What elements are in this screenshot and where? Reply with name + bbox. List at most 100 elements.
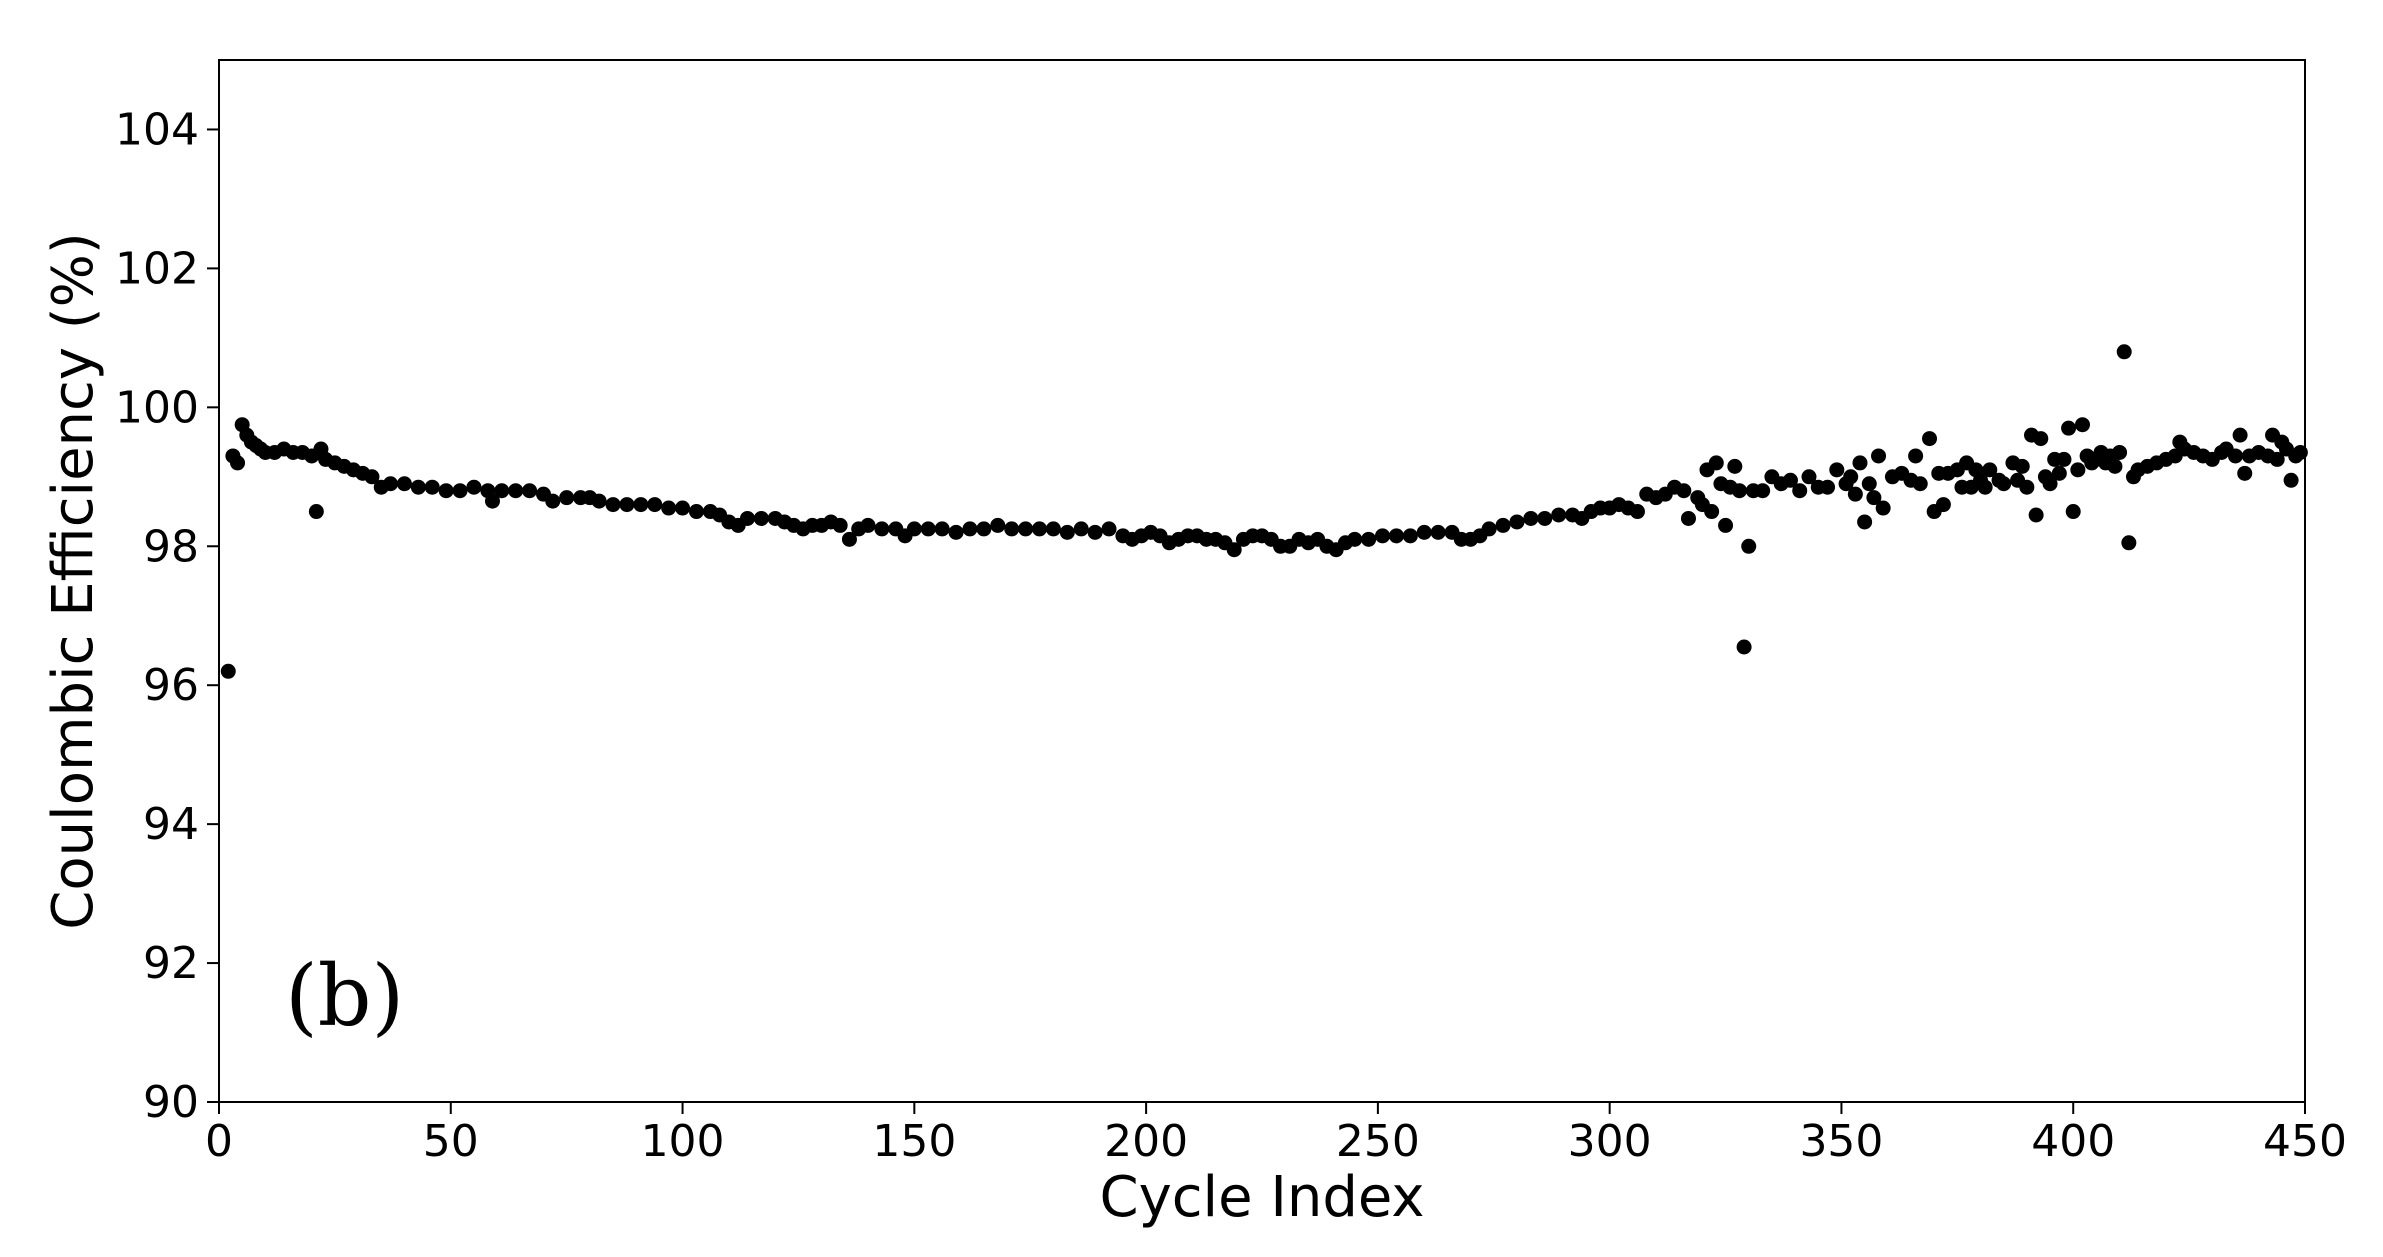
data-point [1996, 476, 2012, 492]
data-point [1430, 524, 1446, 540]
data-point [2061, 420, 2077, 436]
data-point [1741, 538, 1757, 554]
data-point [1101, 521, 1117, 537]
data-point [1018, 521, 1034, 537]
data-point [1629, 504, 1645, 520]
data-point [1031, 521, 1047, 537]
data-point [1375, 528, 1391, 544]
data-point [1059, 524, 1075, 540]
data-point [2237, 465, 2253, 481]
data-point [1551, 507, 1567, 523]
data-point [2232, 427, 2248, 443]
data-point [2042, 476, 2058, 492]
data-point [1857, 514, 1873, 530]
data-point [1977, 479, 1993, 495]
data-point [1912, 476, 1928, 492]
data-point [1843, 469, 1859, 485]
y-tick-label: 92 [143, 938, 199, 989]
data-point [2033, 431, 2049, 447]
data-point [1402, 528, 1418, 544]
data-point [364, 469, 380, 485]
data-point [1708, 455, 1724, 471]
data-point [1922, 431, 1938, 447]
data-point [410, 479, 426, 495]
y-tick-label: 100 [115, 382, 199, 433]
data-point [494, 483, 510, 499]
data-point [1226, 542, 1242, 558]
data-point [860, 517, 876, 533]
data-point [1935, 497, 1951, 513]
x-tick-label: 250 [1336, 1116, 1420, 1167]
y-axis-title: Coulombic Efficiency (%) [41, 232, 106, 929]
data-point [1871, 448, 1887, 464]
data-point [220, 663, 236, 679]
data-point [2070, 462, 2086, 478]
y-tick-label: 96 [143, 660, 199, 711]
data-point [934, 521, 950, 537]
data-point [545, 493, 561, 509]
data-point [2112, 444, 2128, 460]
data-point [1073, 521, 1089, 537]
data-point [1852, 455, 1868, 471]
data-point [1982, 462, 1998, 478]
data-point [1731, 483, 1747, 499]
data-point [2028, 507, 2044, 523]
data-point [1481, 521, 1497, 537]
data-point [230, 455, 246, 471]
data-point [308, 504, 324, 520]
x-tick-label: 50 [423, 1116, 479, 1167]
x-tick-label: 150 [872, 1116, 956, 1167]
data-point [1680, 510, 1696, 526]
data-point [1388, 528, 1404, 544]
data-point [1495, 517, 1511, 533]
data-point [1755, 483, 1771, 499]
x-tick-label: 350 [1799, 1116, 1883, 1167]
data-point [2269, 451, 2285, 467]
data-point [2074, 417, 2090, 433]
y-tick-label: 94 [143, 799, 199, 850]
data-point [1523, 510, 1539, 526]
plot-area-frame [218, 59, 2306, 1103]
data-point [1004, 521, 1020, 537]
data-point [688, 504, 704, 520]
data-point [2014, 458, 2030, 474]
data-point [1829, 462, 1845, 478]
data-point [2283, 472, 2299, 488]
data-point [647, 497, 663, 513]
data-point [990, 517, 1006, 533]
x-tick-label: 0 [205, 1116, 233, 1167]
y-axis: 90 92 94 96 98 100 102 104 [115, 104, 219, 1128]
y-tick-label: 90 [143, 1077, 199, 1128]
data-point [619, 497, 635, 513]
data-point [1416, 524, 1432, 540]
data-point [1908, 448, 1924, 464]
data-point [424, 479, 440, 495]
data-point [2056, 451, 2072, 467]
x-tick-label: 100 [641, 1116, 725, 1167]
data-point [976, 521, 992, 537]
y-tick-label: 102 [115, 243, 199, 294]
data-point [452, 483, 468, 499]
x-tick-label: 400 [2031, 1116, 2115, 1167]
data-point [2019, 479, 2035, 495]
data-point [753, 510, 769, 526]
data-points [220, 344, 2308, 679]
data-point [1045, 521, 1061, 537]
x-tick-label: 300 [1568, 1116, 1652, 1167]
data-point [1866, 490, 1882, 506]
data-point [1782, 472, 1798, 488]
data-point [466, 479, 482, 495]
data-point [920, 521, 936, 537]
data-point [633, 497, 649, 513]
x-tick-label: 200 [1104, 1116, 1188, 1167]
data-point [591, 493, 607, 509]
y-tick-label: 98 [143, 521, 199, 572]
data-point [1801, 469, 1817, 485]
data-point [1704, 504, 1720, 520]
data-point [906, 521, 922, 537]
data-point [508, 483, 524, 499]
data-point [1820, 479, 1836, 495]
data-point [1727, 458, 1743, 474]
data-point [2121, 535, 2137, 551]
